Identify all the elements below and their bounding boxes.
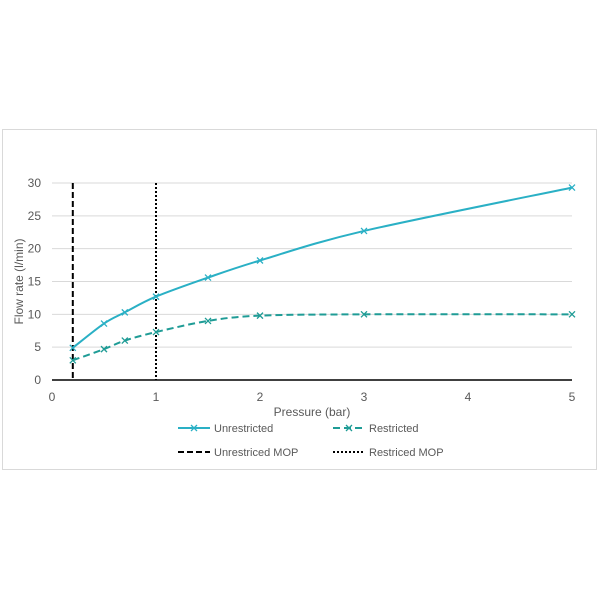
line-chart: 0 5 10 15 20 25 30 0 1 2 3 4 5 Pressure (bar) Flow rat… — [12, 176, 576, 459]
data-point-marker — [568, 310, 576, 318]
data-point-marker — [152, 293, 160, 301]
y-tick-label: 30 — [28, 176, 42, 190]
x-tick-label: 4 — [465, 390, 472, 404]
x-tick-label: 5 — [569, 390, 576, 404]
y-tick-label: 25 — [28, 209, 42, 223]
y-tick-label: 5 — [34, 340, 41, 354]
y-tick-label: 10 — [28, 307, 42, 321]
data-point-marker — [69, 344, 77, 352]
data-point-marker — [360, 227, 368, 235]
y-tick-label: 15 — [28, 275, 42, 289]
data-point-marker — [190, 424, 198, 432]
data-point-marker — [360, 310, 368, 318]
data-point-marker — [100, 320, 108, 327]
series-line — [72, 313, 573, 362]
data-point-marker — [568, 184, 576, 192]
legend-label: Restriced MOP — [369, 447, 444, 459]
legend-label: Unrestriced MOP — [214, 447, 298, 459]
legend-label: Restricted — [369, 423, 419, 435]
data-point-marker — [256, 257, 264, 264]
x-tick-label: 2 — [257, 390, 264, 404]
data-point-marker — [100, 345, 108, 353]
x-tick-label: 0 — [49, 390, 56, 404]
data-point-marker — [121, 308, 129, 316]
data-point-marker — [69, 356, 77, 364]
data-point-marker — [256, 312, 264, 320]
data-point-marker — [204, 317, 212, 325]
series-line — [72, 186, 573, 349]
legend-label: Unrestricted — [214, 423, 273, 435]
data-point-marker — [152, 328, 160, 336]
y-tick-label: 0 — [34, 373, 41, 387]
x-tick-label: 3 — [361, 390, 368, 404]
x-axis-title: Pressure (bar) — [274, 405, 351, 419]
data-point-marker — [121, 337, 129, 345]
data-point-marker — [345, 424, 353, 432]
y-tick-label: 20 — [28, 242, 42, 256]
y-axis-title: Flow rate (l/min) — [12, 238, 26, 324]
chart-frame: 0 5 10 15 20 25 30 0 1 2 3 4 5 Pressure (bar) Flow rat… — [2, 129, 597, 470]
x-tick-label: 1 — [153, 390, 160, 404]
data-point-marker — [204, 274, 212, 282]
